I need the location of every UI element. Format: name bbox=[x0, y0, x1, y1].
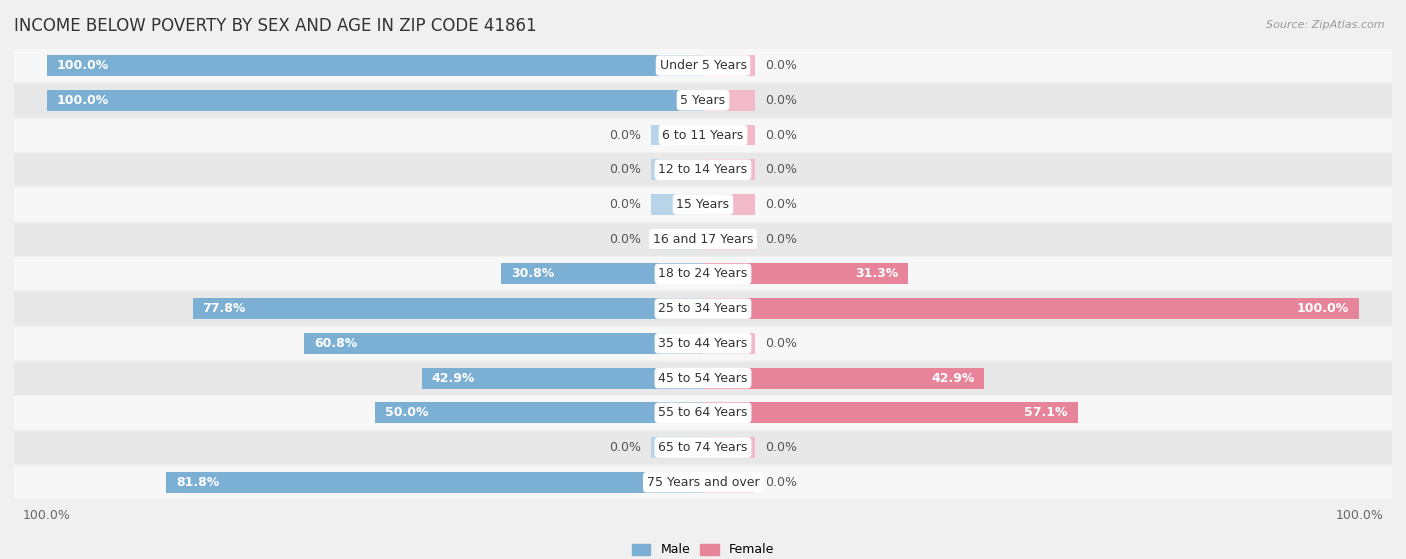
Text: 0.0%: 0.0% bbox=[765, 129, 797, 141]
Text: 0.0%: 0.0% bbox=[765, 198, 797, 211]
Text: 12 to 14 Years: 12 to 14 Years bbox=[658, 163, 748, 176]
Bar bbox=[166, 472, 703, 492]
Bar bbox=[703, 368, 984, 389]
Text: 100.0%: 100.0% bbox=[1298, 302, 1350, 315]
Text: 0.0%: 0.0% bbox=[765, 59, 797, 72]
Text: 0.0%: 0.0% bbox=[765, 441, 797, 454]
Bar bbox=[46, 55, 703, 76]
Text: 100.0%: 100.0% bbox=[56, 59, 108, 72]
Text: 75 Years and over: 75 Years and over bbox=[647, 476, 759, 489]
Bar bbox=[703, 90, 755, 111]
Bar bbox=[14, 188, 1392, 221]
Bar bbox=[14, 431, 1392, 464]
Text: 81.8%: 81.8% bbox=[176, 476, 219, 489]
Text: 42.9%: 42.9% bbox=[432, 372, 475, 385]
Bar bbox=[651, 437, 703, 458]
Text: 6 to 11 Years: 6 to 11 Years bbox=[662, 129, 744, 141]
Text: 0.0%: 0.0% bbox=[765, 337, 797, 350]
Text: 77.8%: 77.8% bbox=[202, 302, 246, 315]
Bar bbox=[703, 55, 755, 76]
Text: 100.0%: 100.0% bbox=[56, 94, 108, 107]
Bar bbox=[703, 263, 908, 285]
Bar bbox=[304, 333, 703, 354]
Text: 25 to 34 Years: 25 to 34 Years bbox=[658, 302, 748, 315]
Text: 50.0%: 50.0% bbox=[385, 406, 429, 419]
Bar bbox=[14, 84, 1392, 117]
Bar bbox=[703, 402, 1077, 423]
Bar bbox=[703, 298, 1360, 319]
Text: 31.3%: 31.3% bbox=[855, 267, 898, 281]
Bar bbox=[14, 153, 1392, 186]
Text: 35 to 44 Years: 35 to 44 Years bbox=[658, 337, 748, 350]
Text: 0.0%: 0.0% bbox=[609, 129, 641, 141]
Legend: Male, Female: Male, Female bbox=[631, 543, 775, 556]
Text: 60.8%: 60.8% bbox=[314, 337, 357, 350]
Text: 15 Years: 15 Years bbox=[676, 198, 730, 211]
Text: 57.1%: 57.1% bbox=[1025, 406, 1067, 419]
Text: 0.0%: 0.0% bbox=[765, 233, 797, 246]
Bar bbox=[501, 263, 703, 285]
Bar bbox=[651, 159, 703, 180]
Bar bbox=[46, 90, 703, 111]
Text: Under 5 Years: Under 5 Years bbox=[659, 59, 747, 72]
Text: 30.8%: 30.8% bbox=[510, 267, 554, 281]
Bar bbox=[14, 119, 1392, 151]
Text: 55 to 64 Years: 55 to 64 Years bbox=[658, 406, 748, 419]
Text: 42.9%: 42.9% bbox=[931, 372, 974, 385]
Text: 0.0%: 0.0% bbox=[765, 94, 797, 107]
Text: 16 and 17 Years: 16 and 17 Years bbox=[652, 233, 754, 246]
Bar bbox=[14, 222, 1392, 255]
Bar bbox=[703, 472, 755, 492]
Bar bbox=[703, 437, 755, 458]
Text: 0.0%: 0.0% bbox=[609, 163, 641, 176]
Bar bbox=[703, 333, 755, 354]
Bar bbox=[14, 362, 1392, 395]
Bar bbox=[651, 229, 703, 250]
Bar bbox=[703, 125, 755, 145]
Text: Source: ZipAtlas.com: Source: ZipAtlas.com bbox=[1267, 20, 1385, 30]
Bar bbox=[14, 292, 1392, 325]
Bar bbox=[193, 298, 703, 319]
Text: 0.0%: 0.0% bbox=[609, 198, 641, 211]
Bar bbox=[14, 327, 1392, 360]
Bar bbox=[703, 194, 755, 215]
Bar bbox=[651, 125, 703, 145]
Bar bbox=[375, 402, 703, 423]
Text: 0.0%: 0.0% bbox=[609, 233, 641, 246]
Text: 0.0%: 0.0% bbox=[609, 441, 641, 454]
Bar bbox=[703, 229, 755, 250]
Bar bbox=[14, 257, 1392, 291]
Text: 65 to 74 Years: 65 to 74 Years bbox=[658, 441, 748, 454]
Text: 0.0%: 0.0% bbox=[765, 163, 797, 176]
Text: INCOME BELOW POVERTY BY SEX AND AGE IN ZIP CODE 41861: INCOME BELOW POVERTY BY SEX AND AGE IN Z… bbox=[14, 17, 537, 35]
Text: 0.0%: 0.0% bbox=[765, 476, 797, 489]
Bar bbox=[422, 368, 703, 389]
Text: 45 to 54 Years: 45 to 54 Years bbox=[658, 372, 748, 385]
Bar bbox=[651, 194, 703, 215]
Bar bbox=[14, 396, 1392, 429]
Text: 5 Years: 5 Years bbox=[681, 94, 725, 107]
Bar bbox=[14, 466, 1392, 499]
Bar bbox=[703, 159, 755, 180]
Bar bbox=[14, 49, 1392, 82]
Text: 18 to 24 Years: 18 to 24 Years bbox=[658, 267, 748, 281]
